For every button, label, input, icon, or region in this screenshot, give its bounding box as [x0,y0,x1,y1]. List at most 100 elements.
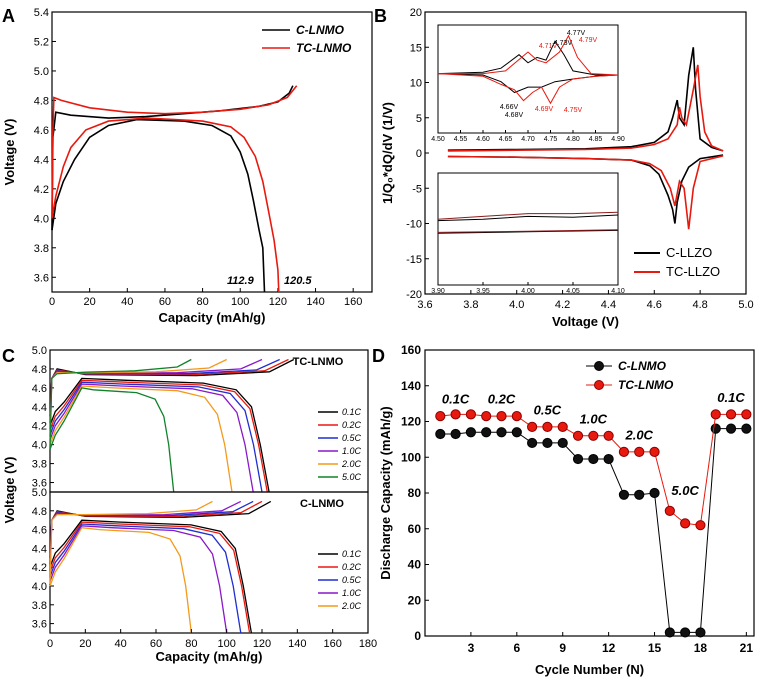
x-tick-label: 120 [253,638,271,650]
data-point [725,423,737,434]
rate-label: 2.0C [624,427,653,442]
x-tick-label: 5.0 [738,299,753,311]
data-point [741,423,752,434]
legend-label: 0.2C [342,420,362,430]
legend-label: 2.0C [341,459,362,469]
data-point [542,421,553,432]
data-point [511,411,522,422]
data-point [465,427,477,438]
y-tick-label: 0 [414,629,421,643]
data-point [680,518,691,529]
data-point [664,505,675,516]
x-tick-label: 100 [231,296,249,308]
x-tick-label: 80 [196,296,208,308]
chart-b: B 3.6 3.8 4.0 4.2 4.4 4.6 4.8 5.0 -20 -15 -10 -5 0 5 1… [374,6,754,329]
data-point [710,409,721,420]
rate-discharge-line [49,377,270,493]
subplot-title: C-LNMO [300,498,344,510]
data-point [481,411,492,422]
data-point [557,421,568,432]
panel-label-a: A [2,6,15,26]
legend-label: TC-LNMO [618,378,674,392]
legend-label: C-LNMO [296,23,345,37]
data-point [542,437,553,449]
data-point [649,487,660,499]
data-point [450,428,461,440]
inset-x-tick-label: 4.75 [544,136,558,143]
rate-discharge-line [49,387,175,493]
legend-label: 1.0C [342,588,362,598]
x-tick-label: 4.6 [647,299,662,311]
legend-label: C-LLZO [666,245,712,260]
rate-charge-line [49,358,227,443]
x-tick-label: 4.4 [601,299,616,311]
data-point [527,437,538,449]
legend-marker [594,361,604,371]
x-axis-label: Capacity (mAh/g) [156,649,263,664]
data-point [527,421,538,432]
y-tick-label: 4.8 [34,95,49,107]
y-tick-label: 4.4 [32,402,47,414]
x-tick-label: 15 [648,641,662,655]
data-point [618,489,630,500]
y-tick-label: 4.6 [32,383,47,395]
x-tick-label: 0 [49,296,55,308]
rate-charge-line [49,500,263,565]
rate-label: 5.0C [671,483,699,498]
data-point [435,428,446,440]
rate-charge-line [49,500,213,585]
y-tick-label: -15 [406,254,422,266]
x-tick-label: 4.8 [692,299,707,311]
x-tick-label: 20 [79,638,91,650]
peak-label: 4.77V [567,30,586,37]
y-tick-label: 5 [416,113,422,125]
peak-label: 4.69V [535,106,554,113]
data-point [511,427,522,438]
peak-label: 4.71V [539,43,558,50]
rate-discharge-line [49,521,251,634]
rate-label: 0.5C [534,402,562,417]
inset-x-tick-label: 4.05 [566,288,580,295]
y-tick-label: 5.0 [32,487,47,499]
y-tick-label: 10 [410,78,422,90]
data-point [634,446,645,457]
inset-x-tick-label: 4.55 [454,136,468,143]
inset-line-black [437,214,619,222]
y-tick-label: 100 [401,450,421,464]
y-tick-label: 0 [416,148,422,160]
data-point [465,409,477,420]
y-tick-label: 20 [410,7,422,19]
x-tick-label: 140 [306,296,324,308]
inset-x-tick-label: 4.60 [476,136,490,143]
series-line-red [51,117,280,293]
data-point [695,520,706,531]
data-point [496,411,507,422]
y-tick-label: -20 [406,289,422,301]
rate-charge-line [49,358,192,450]
inset-x-tick-label: 4.00 [521,288,535,295]
data-point [634,489,645,500]
inset-line-black [437,40,618,76]
rate-discharge-line [49,385,233,493]
inset-line-red [437,211,619,220]
inset-line-black [437,229,619,234]
panel-label-b: B [374,6,387,26]
inset-x-tick-label: 3.95 [476,288,490,295]
peak-label: 4.75V [564,107,583,114]
series-line-black [51,118,266,293]
series-line-red [51,85,298,219]
inset-frame [437,172,619,286]
inset-x-tick-label: 4.10 [611,288,625,295]
x-tick-label: 3.8 [463,299,478,311]
rate-label: 0.2C [488,392,516,407]
x-tick-label: 60 [150,638,162,650]
x-tick-label: 21 [740,641,754,655]
y-tick-label: 3.6 [32,619,47,631]
inset-line-red [437,73,619,105]
y-tick-label: 3.8 [32,459,47,471]
x-tick-label: 20 [84,296,96,308]
x-tick-label: 180 [359,638,377,650]
x-tick-label: 0 [47,638,53,650]
y-tick-label: 4.0 [34,213,49,225]
